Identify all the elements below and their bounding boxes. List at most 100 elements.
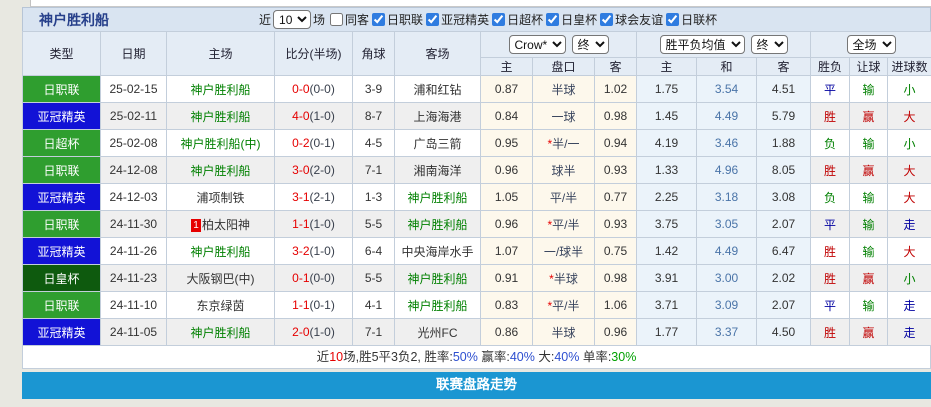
handicap-cell: *半/一: [532, 129, 595, 157]
score-cell: 3-0(2-0): [274, 156, 353, 184]
avg-away-odds: 8.05: [756, 156, 812, 184]
avg-away-odds: 5.79: [756, 102, 812, 130]
result-wdl: 胜: [810, 237, 851, 265]
match-date: 25-02-08: [100, 129, 167, 157]
score-cell: 4-0(1-0): [274, 102, 353, 130]
team-header-bar: 神户胜利船 近 10 场 同客 日职联 亚冠精英 日超杯 日皇杯 球会友谊: [22, 7, 931, 31]
home-team: 神户胜利船: [190, 163, 251, 178]
result-wdl: 平: [810, 75, 851, 103]
score-halftime: (0-1): [309, 298, 335, 312]
match-date: 24-11-30: [100, 210, 167, 238]
filter-checkbox[interactable]: [330, 13, 344, 26]
score-halftime: (2-1): [309, 190, 335, 204]
handicap-value: 平/半: [552, 298, 580, 313]
crow-away-odds: 1.02: [593, 75, 638, 103]
result-handicap: 赢: [849, 102, 889, 130]
summary-segment: 50%: [452, 350, 478, 364]
summary-segment: 近: [316, 350, 330, 364]
col-header-away: 客场: [394, 31, 481, 76]
home-team: 浦项制铁: [196, 190, 245, 205]
filter-checkbox[interactable]: [600, 13, 614, 26]
filter-checkbox[interactable]: [666, 13, 680, 26]
avg-home-odds: 3.91: [636, 264, 698, 292]
result-goals: 大: [887, 102, 931, 130]
filter-item: 同客: [330, 11, 369, 28]
filter-checkbox[interactable]: [426, 13, 440, 26]
avg-odds-select[interactable]: 胜平负均值: [659, 35, 745, 54]
recent-suffix: 场: [313, 13, 326, 27]
result-goals: 小: [887, 264, 931, 292]
recent-label: 近: [259, 13, 272, 27]
handicap-value: 半球: [553, 271, 578, 286]
score-halftime: (0-1): [309, 136, 335, 150]
filter-checkbox[interactable]: [492, 13, 506, 26]
home-team-cell: 神户胜利船(中): [166, 129, 275, 157]
odds-company-select[interactable]: Crow*: [508, 35, 566, 54]
filter-checkbox[interactable]: [372, 13, 386, 26]
subcol-result-handicap: 让球: [849, 57, 889, 76]
filter-list: 同客 日职联 亚冠精英 日超杯 日皇杯 球会友谊 日联杯: [327, 11, 717, 28]
away-team-cell: 光州FC: [394, 318, 481, 346]
match-row: 亚冠精英 24-11-26 神户胜利船 3-2(1-0) 6-4 中央海岸水手 …: [22, 237, 931, 265]
home-team: 大阪钢巴(中): [186, 271, 255, 286]
handicap-value: 平/半: [549, 190, 578, 205]
crow-away-odds: 0.98: [593, 102, 638, 130]
recent-count-select[interactable]: 10: [273, 10, 312, 29]
filter-label: 亚冠精英: [441, 13, 490, 27]
match-date: 24-11-23: [100, 264, 167, 292]
handicap-cell: 一/球半: [532, 237, 595, 265]
home-team: 神户胜利船(中): [180, 136, 261, 151]
score-fulltime: 3-0: [292, 163, 310, 177]
avg-draw-odds: 3.09: [696, 291, 758, 319]
match-date: 24-11-26: [100, 237, 167, 265]
col-header-corner: 角球: [352, 31, 395, 76]
result-handicap: 赢: [849, 156, 889, 184]
avg-home-odds: 3.75: [636, 210, 698, 238]
corner-cell: 1-3: [352, 183, 395, 211]
result-goals: 大: [887, 156, 931, 184]
summary-segment: 赢率:: [477, 350, 510, 364]
avg-home-odds: 2.25: [636, 183, 698, 211]
crow-home-odds: 0.83: [480, 291, 533, 319]
result-goals: 走: [887, 291, 931, 319]
away-team: 上海海港: [413, 109, 462, 124]
handicap-cell: 一球: [532, 102, 595, 130]
crow-home-odds: 0.86: [480, 318, 533, 346]
corner-cell: 7-1: [352, 318, 395, 346]
home-team-cell: 大阪钢巴(中): [166, 264, 275, 292]
home-team: 东京绿茵: [196, 298, 245, 313]
handicap-cell: 平/半: [532, 183, 595, 211]
avg-draw-odds: 3.37: [696, 318, 758, 346]
match-type-badge: 日皇杯: [22, 264, 101, 292]
result-goals: 大: [887, 237, 931, 265]
avg-draw-odds: 3.54: [696, 75, 758, 103]
match-type-badge: 日职联: [22, 210, 101, 238]
away-team: 神户胜利船: [407, 271, 468, 286]
home-team-cell: 浦项制铁: [166, 183, 275, 211]
summary-segment: 单率:: [579, 350, 612, 364]
away-team-cell: 神户胜利船: [394, 291, 481, 319]
crow-away-odds: 0.93: [593, 210, 638, 238]
match-type-badge: 日职联: [22, 75, 101, 103]
match-type-badge: 日职联: [22, 291, 101, 319]
result-handicap: 输: [849, 183, 889, 211]
avg-time-select[interactable]: 终: [750, 35, 788, 54]
filter-checkbox[interactable]: [546, 13, 560, 26]
col-header-score: 比分(半场): [274, 31, 353, 76]
away-team: 神户胜利船: [407, 190, 468, 205]
result-handicap: 赢: [849, 318, 889, 346]
away-team: 神户胜利船: [407, 217, 468, 232]
score-halftime: (1-0): [309, 244, 335, 258]
score-cell: 3-2(1-0): [274, 237, 353, 265]
score-halftime: (0-0): [309, 271, 335, 285]
scope-select[interactable]: 全场: [846, 35, 896, 54]
avg-away-odds: 4.50: [756, 318, 812, 346]
away-team-cell: 神户胜利船: [394, 264, 481, 292]
odds-time-select[interactable]: 终: [571, 35, 609, 54]
corner-cell: 3-9: [352, 75, 395, 103]
handicap-value: 球半: [551, 163, 576, 178]
avg-home-odds: 3.71: [636, 291, 698, 319]
filter-label: 同客: [345, 13, 370, 27]
match-type-badge: 亚冠精英: [22, 318, 101, 346]
crow-away-odds: 0.98: [593, 264, 638, 292]
